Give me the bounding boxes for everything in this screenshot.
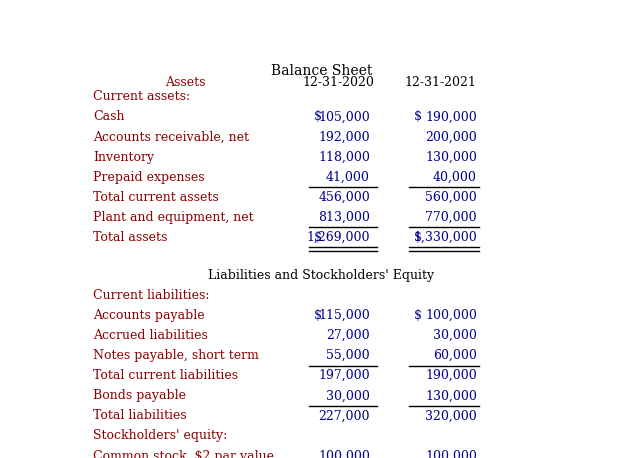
Text: Current liabilities:: Current liabilities: bbox=[93, 289, 209, 302]
Text: Total assets: Total assets bbox=[93, 231, 167, 244]
Text: 100,000: 100,000 bbox=[425, 309, 477, 322]
Text: 227,000: 227,000 bbox=[319, 409, 370, 422]
Text: Assets: Assets bbox=[165, 76, 206, 89]
Text: 130,000: 130,000 bbox=[425, 389, 477, 402]
Text: Total current assets: Total current assets bbox=[93, 191, 219, 204]
Text: Balance Sheet: Balance Sheet bbox=[271, 64, 372, 78]
Text: 12-31-2021: 12-31-2021 bbox=[404, 76, 477, 89]
Text: $: $ bbox=[414, 309, 422, 322]
Text: 105,000: 105,000 bbox=[318, 110, 370, 123]
Text: Current assets:: Current assets: bbox=[93, 90, 190, 103]
Text: 1,330,000: 1,330,000 bbox=[413, 231, 477, 244]
Text: Bonds payable: Bonds payable bbox=[93, 389, 186, 402]
Text: Liabilities and Stockholders' Equity: Liabilities and Stockholders' Equity bbox=[208, 269, 435, 282]
Text: $: $ bbox=[314, 231, 322, 244]
Text: 55,000: 55,000 bbox=[326, 349, 370, 362]
Text: 190,000: 190,000 bbox=[425, 369, 477, 382]
Text: Accounts payable: Accounts payable bbox=[93, 309, 204, 322]
Text: $: $ bbox=[314, 309, 322, 322]
Text: 197,000: 197,000 bbox=[319, 369, 370, 382]
Text: 60,000: 60,000 bbox=[433, 349, 477, 362]
Text: Cash: Cash bbox=[93, 110, 124, 123]
Text: 118,000: 118,000 bbox=[318, 151, 370, 164]
Text: Prepaid expenses: Prepaid expenses bbox=[93, 171, 204, 184]
Text: 30,000: 30,000 bbox=[433, 329, 477, 342]
Text: 40,000: 40,000 bbox=[433, 171, 477, 184]
Text: 456,000: 456,000 bbox=[318, 191, 370, 204]
Text: 190,000: 190,000 bbox=[425, 110, 477, 123]
Text: $: $ bbox=[414, 110, 422, 123]
Text: 27,000: 27,000 bbox=[326, 329, 370, 342]
Text: 320,000: 320,000 bbox=[425, 409, 477, 422]
Text: Notes payable, short term: Notes payable, short term bbox=[93, 349, 259, 362]
Text: 130,000: 130,000 bbox=[425, 151, 477, 164]
Text: Total liabilities: Total liabilities bbox=[93, 409, 187, 422]
Text: 12-31-2020: 12-31-2020 bbox=[302, 76, 374, 89]
Text: Plant and equipment, net: Plant and equipment, net bbox=[93, 211, 253, 224]
Text: 560,000: 560,000 bbox=[425, 191, 477, 204]
Text: 100,000: 100,000 bbox=[318, 450, 370, 458]
Text: Accounts receivable, net: Accounts receivable, net bbox=[93, 131, 249, 143]
Text: Common stock, $2 par value: Common stock, $2 par value bbox=[93, 450, 274, 458]
Text: 115,000: 115,000 bbox=[318, 309, 370, 322]
Text: Accrued liabilities: Accrued liabilities bbox=[93, 329, 208, 342]
Text: Total current liabilities: Total current liabilities bbox=[93, 369, 238, 382]
Text: Stockholders' equity:: Stockholders' equity: bbox=[93, 430, 227, 442]
Text: 200,000: 200,000 bbox=[425, 131, 477, 143]
Text: Inventory: Inventory bbox=[93, 151, 154, 164]
Text: 770,000: 770,000 bbox=[425, 211, 477, 224]
Text: 192,000: 192,000 bbox=[319, 131, 370, 143]
Text: 100,000: 100,000 bbox=[425, 450, 477, 458]
Text: 30,000: 30,000 bbox=[326, 389, 370, 402]
Text: 41,000: 41,000 bbox=[326, 171, 370, 184]
Text: 813,000: 813,000 bbox=[318, 211, 370, 224]
Text: 1,269,000: 1,269,000 bbox=[307, 231, 370, 244]
Text: $: $ bbox=[314, 110, 322, 123]
Text: $: $ bbox=[414, 231, 422, 244]
